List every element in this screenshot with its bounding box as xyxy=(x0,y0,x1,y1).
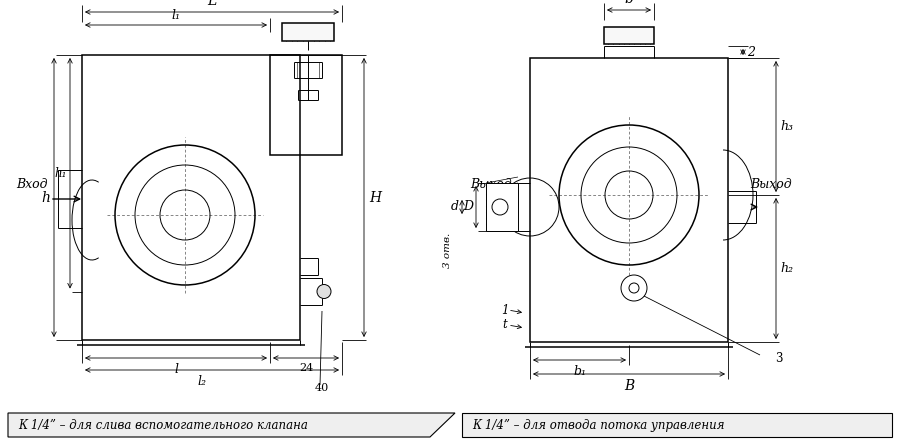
Text: H: H xyxy=(369,190,381,205)
Text: Выход: Выход xyxy=(471,178,512,191)
Text: l₁: l₁ xyxy=(172,9,181,22)
Text: L: L xyxy=(207,0,217,8)
Text: h₃: h₃ xyxy=(780,120,793,133)
Text: l₂: l₂ xyxy=(197,375,206,388)
Text: h₂: h₂ xyxy=(780,262,793,275)
Polygon shape xyxy=(604,27,654,44)
Text: К 1/4” – для отвода потока управления: К 1/4” – для отвода потока управления xyxy=(472,418,724,432)
Text: h: h xyxy=(41,190,50,205)
Text: b: b xyxy=(625,0,634,6)
Polygon shape xyxy=(486,183,518,231)
Text: D: D xyxy=(463,201,473,214)
Text: B: B xyxy=(624,379,634,393)
Polygon shape xyxy=(8,413,455,437)
Polygon shape xyxy=(462,413,892,437)
Circle shape xyxy=(317,284,331,299)
Text: К 1/4” – для слива вспомогательного клапана: К 1/4” – для слива вспомогательного клап… xyxy=(18,418,308,432)
Polygon shape xyxy=(282,23,334,41)
Text: Выход: Выход xyxy=(750,178,792,191)
Text: 1: 1 xyxy=(501,303,508,316)
Text: 3: 3 xyxy=(775,352,782,364)
Text: 2: 2 xyxy=(747,45,755,58)
Text: d: d xyxy=(451,201,459,214)
Text: 40: 40 xyxy=(315,383,329,393)
Text: Вход: Вход xyxy=(16,178,48,191)
Text: t: t xyxy=(502,319,508,332)
Circle shape xyxy=(492,199,508,215)
Text: 3 отв.: 3 отв. xyxy=(444,232,453,267)
Text: b₁: b₁ xyxy=(573,365,586,378)
Text: l: l xyxy=(174,363,178,376)
Text: 24: 24 xyxy=(299,363,313,373)
Text: h₁: h₁ xyxy=(55,167,67,180)
